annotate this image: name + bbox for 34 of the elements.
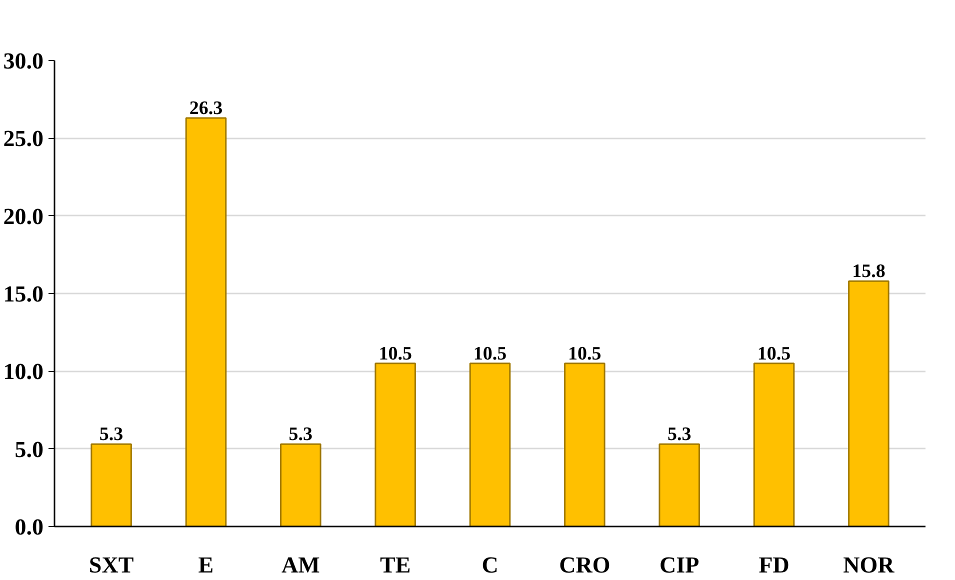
y-tick-label: 20.0 [3, 204, 44, 229]
x-tick-label: SXT [88, 552, 134, 578]
x-tick-label: NOR [843, 552, 895, 578]
y-tick-label: 30.0 [3, 48, 44, 74]
data-label: 15.8 [852, 261, 886, 282]
x-tick-label: FD [758, 552, 790, 578]
x-tick-label: AM [281, 552, 320, 578]
y-tick-label: 5.0 [14, 436, 44, 462]
data-label: 5.3 [99, 424, 124, 446]
x-tick-label: CRO [559, 552, 610, 578]
bar [658, 443, 700, 526]
data-label: 10.5 [473, 343, 507, 364]
x-tick-label: E [198, 552, 214, 578]
bar [753, 362, 795, 526]
bar [90, 443, 132, 526]
bar [280, 443, 322, 526]
data-label: 5.3 [288, 424, 313, 446]
data-label: 10.5 [757, 343, 791, 364]
x-tick-label: TE [380, 552, 411, 578]
bar [469, 362, 511, 526]
y-tick-label: 15.0 [3, 282, 44, 306]
data-label: 5.3 [667, 424, 692, 446]
bar [374, 362, 416, 526]
x-tick-label: CIP [660, 552, 700, 578]
y-tick-label: 25.0 [3, 126, 44, 152]
bar [185, 117, 227, 526]
bar [848, 280, 890, 526]
y-tick-label: 10.0 [3, 359, 44, 384]
y-tick-label: 0.0 [14, 514, 44, 540]
data-label: 10.5 [568, 343, 602, 364]
data-label: 10.5 [378, 343, 412, 364]
data-label: 26.3 [189, 98, 223, 119]
x-tick-label: C [482, 552, 498, 578]
bar [564, 362, 606, 526]
